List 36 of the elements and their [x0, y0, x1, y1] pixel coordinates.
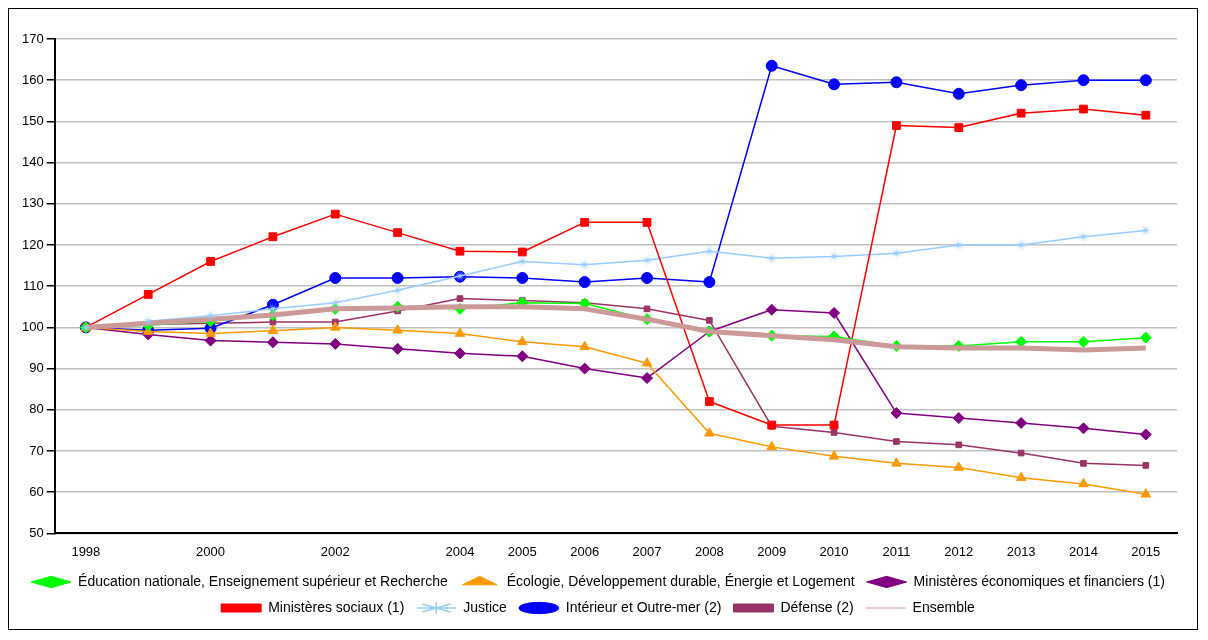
y-tick-label: 70 — [29, 442, 44, 458]
x-tick-label: 2006 — [570, 543, 600, 559]
x-tick-label: 2004 — [445, 543, 475, 559]
y-tick-label: 110 — [22, 277, 44, 293]
legend-label: Défense (2) — [780, 598, 854, 615]
y-tick-label: 130 — [21, 195, 44, 211]
x-tick-label: 2010 — [819, 543, 849, 559]
x-tick-label: 2012 — [944, 543, 974, 559]
y-tick-label: 160 — [21, 71, 44, 87]
y-tick-label: 50 — [29, 524, 44, 540]
legend-label: Intérieur et Outre-mer (2) — [565, 598, 722, 615]
y-tick-label: 170 — [21, 30, 44, 46]
x-tick-label: 2014 — [1069, 543, 1098, 559]
x-tick-label: 2000 — [196, 543, 226, 559]
x-tick-label: 2009 — [757, 543, 787, 559]
y-tick-label: 140 — [21, 154, 44, 170]
x-tick-label: 2002 — [320, 543, 350, 559]
y-tick-label: 100 — [21, 318, 44, 334]
legend-label: Écologie, Développement durable, Énergie et Logement — [506, 572, 855, 589]
y-tick-label: 80 — [29, 401, 44, 417]
y-tick-label: 90 — [29, 360, 44, 376]
legend-label: Justice — [463, 598, 508, 615]
x-tick-label: 2015 — [1131, 543, 1161, 559]
x-tick-label: 2013 — [1006, 543, 1036, 559]
y-tick-label: 60 — [29, 483, 44, 499]
legend-label: Éducation nationale, Enseignement supérieur et Recherche — [78, 572, 448, 589]
legend-label: Ministères économiques et financiers (1) — [913, 572, 1165, 589]
x-tick-label: 2011 — [882, 543, 911, 559]
y-tick-label: 150 — [21, 112, 44, 128]
x-tick-label: 1998 — [71, 543, 101, 559]
y-tick-label: 120 — [21, 236, 44, 252]
x-tick-label: 2005 — [507, 543, 537, 559]
legend-label: Ministères sociaux (1) — [268, 598, 405, 615]
x-tick-label: 2008 — [694, 543, 724, 559]
legend-label: Ensemble — [912, 598, 976, 615]
x-tick-label: 2007 — [632, 543, 662, 559]
